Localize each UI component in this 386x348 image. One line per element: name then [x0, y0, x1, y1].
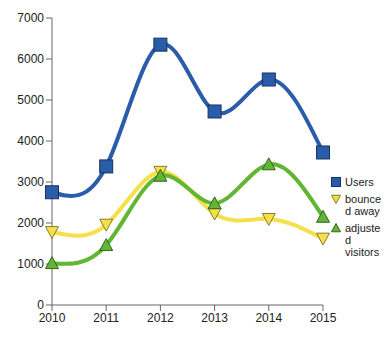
svg-text:1000: 1000	[17, 257, 44, 271]
svg-text:5000: 5000	[17, 93, 44, 107]
svg-text:2000: 2000	[17, 216, 44, 230]
svg-text:0: 0	[37, 298, 44, 312]
svg-text:2012: 2012	[147, 311, 174, 325]
svg-text:2011: 2011	[93, 311, 119, 325]
svg-text:4000: 4000	[17, 134, 44, 148]
svg-text:2013: 2013	[201, 311, 228, 325]
svg-text:3000: 3000	[17, 175, 44, 189]
html-text:Users: Users	[345, 176, 374, 188]
svg-text:6000: 6000	[17, 52, 44, 66]
svg-text:2014: 2014	[255, 311, 282, 325]
svg-text:2010: 2010	[39, 311, 66, 325]
svg-text:7000: 7000	[17, 11, 44, 25]
html-text:bounced away: bounced away	[345, 193, 382, 217]
svg-text:2015: 2015	[310, 311, 337, 325]
html-text:adjusted visitors: adjusted visitors	[345, 222, 381, 258]
